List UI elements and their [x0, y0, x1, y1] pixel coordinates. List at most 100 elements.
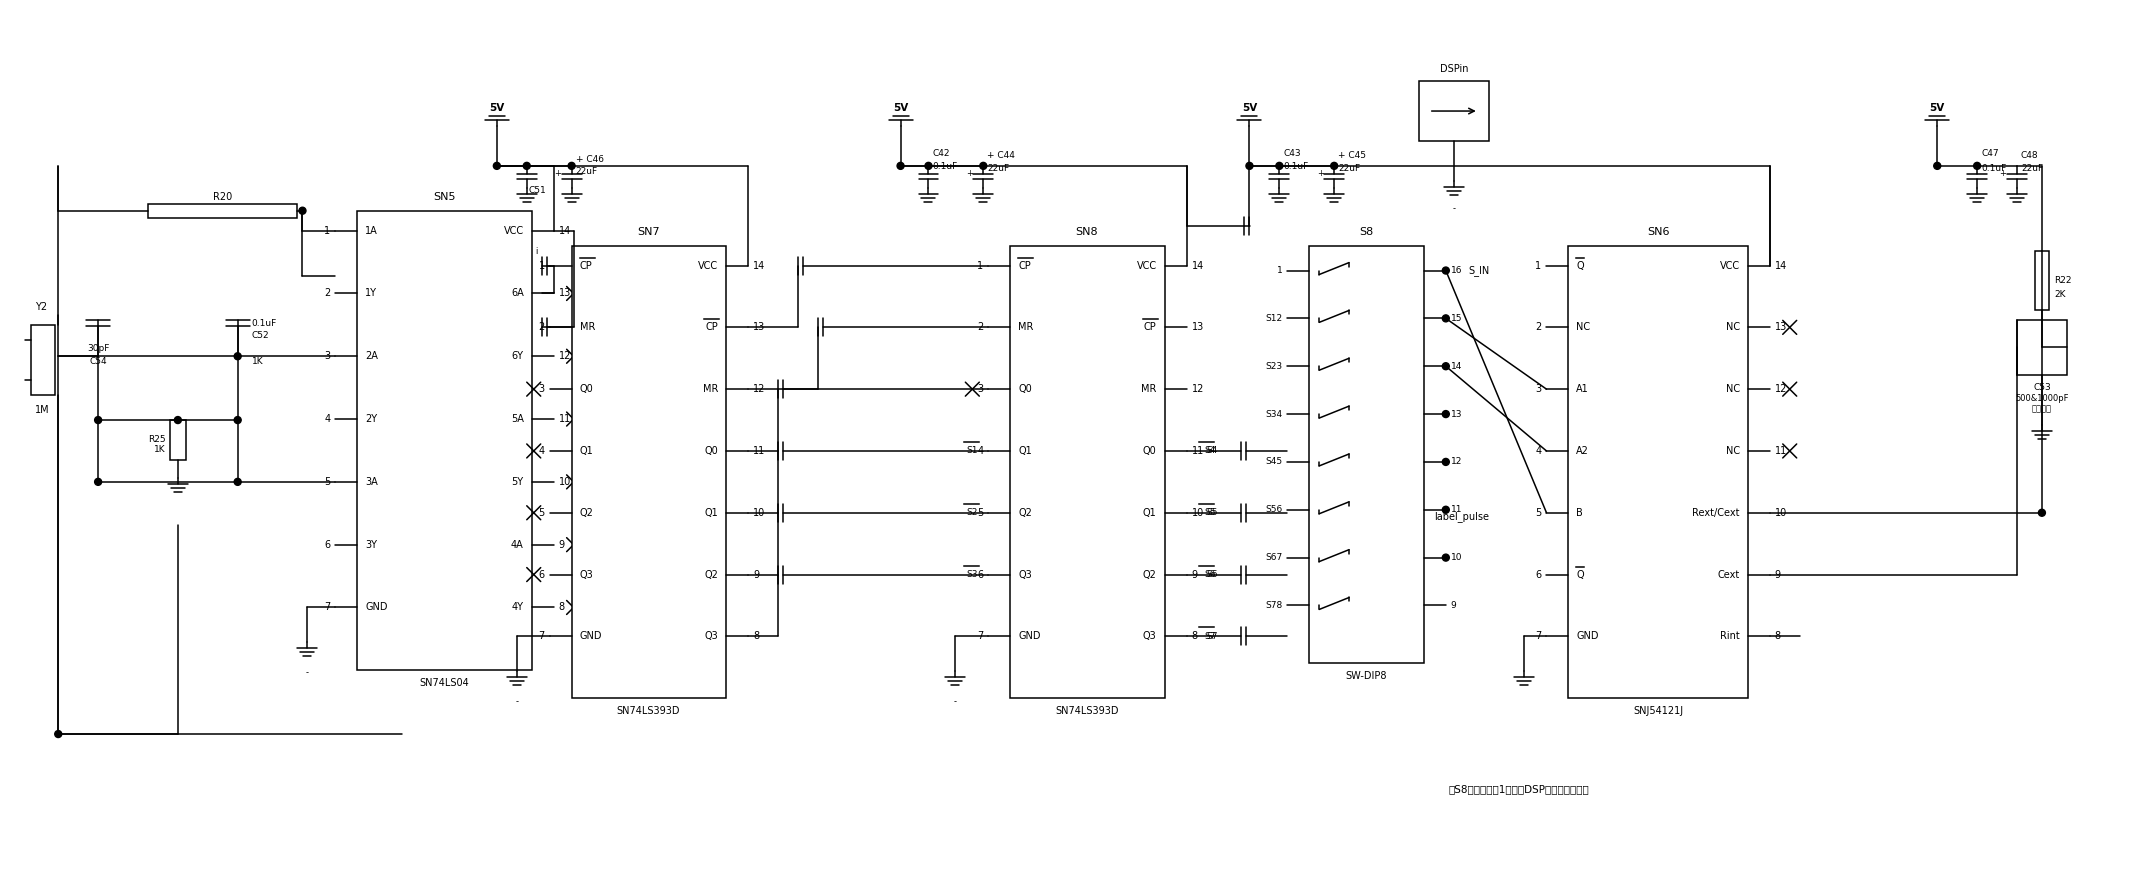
Circle shape — [1933, 162, 1941, 169]
Text: 22uF: 22uF — [576, 167, 598, 176]
Text: S6: S6 — [1204, 570, 1217, 579]
Text: 16: 16 — [1451, 266, 1462, 275]
Circle shape — [924, 162, 931, 169]
Text: 22uF: 22uF — [2021, 164, 2042, 174]
Text: 0.1uF: 0.1uF — [1284, 162, 1309, 172]
Text: S3: S3 — [968, 570, 978, 579]
Circle shape — [568, 162, 574, 169]
Text: MR: MR — [1142, 385, 1157, 394]
Text: -: - — [516, 697, 518, 705]
Text: S56: S56 — [1264, 505, 1281, 514]
Text: C51: C51 — [529, 187, 546, 195]
Text: C52: C52 — [252, 330, 269, 340]
Bar — [1419, 81, 1488, 141]
Text: 2: 2 — [538, 323, 544, 332]
Text: 11: 11 — [752, 446, 765, 456]
Circle shape — [54, 731, 62, 738]
Text: 6: 6 — [1535, 569, 1542, 580]
Text: 1Y: 1Y — [366, 289, 376, 298]
Text: 6: 6 — [538, 569, 544, 580]
Text: 5V: 5V — [490, 103, 505, 113]
Text: Q2: Q2 — [705, 569, 718, 580]
Text: 12: 12 — [1451, 458, 1462, 467]
Text: S67: S67 — [1264, 553, 1281, 562]
Text: 5A: 5A — [512, 414, 525, 424]
Bar — [1309, 246, 1423, 664]
Text: R25: R25 — [148, 435, 166, 445]
Text: S4: S4 — [1206, 446, 1217, 455]
Text: S1: S1 — [968, 446, 978, 455]
Text: S7: S7 — [1206, 632, 1219, 641]
Bar — [357, 211, 531, 671]
Text: 12: 12 — [559, 351, 572, 361]
Text: 9: 9 — [1774, 569, 1780, 580]
Text: S12: S12 — [1264, 314, 1281, 323]
Text: Q2: Q2 — [1019, 508, 1032, 518]
Text: 11: 11 — [1451, 505, 1462, 514]
Text: Q3: Q3 — [580, 569, 593, 580]
Text: 9: 9 — [752, 569, 759, 580]
Text: 1K: 1K — [252, 357, 262, 365]
Text: Q1: Q1 — [1019, 446, 1032, 456]
Text: SN8: SN8 — [1075, 227, 1099, 236]
Text: MR: MR — [703, 385, 718, 394]
Text: 9: 9 — [559, 540, 565, 549]
Text: 用S8中最边上的1路选择DSP的频率输出信号: 用S8中最边上的1路选择DSP的频率输出信号 — [1449, 784, 1589, 794]
Text: 1: 1 — [1535, 261, 1542, 270]
Text: Rint: Rint — [1720, 631, 1739, 642]
Text: 500&1000pF: 500&1000pF — [2015, 393, 2068, 403]
Text: +: + — [1316, 169, 1324, 179]
Text: Q0: Q0 — [1019, 385, 1032, 394]
Text: 8: 8 — [1774, 631, 1780, 642]
Text: Y2: Y2 — [34, 303, 47, 312]
Text: 6: 6 — [976, 569, 983, 580]
Text: 8: 8 — [559, 603, 565, 612]
Text: 4: 4 — [976, 446, 983, 456]
Circle shape — [2038, 509, 2045, 516]
Circle shape — [1275, 162, 1284, 169]
Text: S4: S4 — [1204, 446, 1217, 455]
Text: S45: S45 — [1264, 458, 1281, 467]
Circle shape — [897, 162, 903, 169]
Bar — [2017, 320, 2066, 375]
Text: 1: 1 — [1277, 266, 1281, 275]
Text: NC: NC — [1726, 446, 1739, 456]
Circle shape — [522, 162, 531, 169]
Circle shape — [1443, 363, 1449, 370]
Bar — [572, 246, 727, 698]
Text: 22uF: 22uF — [1337, 164, 1361, 174]
Text: 9: 9 — [1191, 569, 1198, 580]
Text: S78: S78 — [1264, 601, 1281, 610]
Text: 4A: 4A — [512, 540, 525, 549]
Circle shape — [174, 417, 181, 424]
Text: 3A: 3A — [366, 477, 378, 487]
Text: 22uF: 22uF — [987, 164, 1008, 174]
Text: Q1: Q1 — [1144, 508, 1157, 518]
Text: 0.1uF: 0.1uF — [1980, 164, 2006, 174]
Text: 3: 3 — [538, 385, 544, 394]
Text: 5: 5 — [1535, 508, 1542, 518]
Text: 7: 7 — [976, 631, 983, 642]
Text: 2Y: 2Y — [366, 414, 378, 424]
Text: VCC: VCC — [503, 226, 525, 235]
Text: 15: 15 — [1451, 314, 1462, 323]
Text: Q3: Q3 — [1019, 569, 1032, 580]
Circle shape — [234, 479, 241, 486]
Text: -: - — [955, 697, 957, 705]
Text: C48: C48 — [2021, 152, 2038, 160]
Text: Q: Q — [1576, 261, 1585, 270]
Text: 10: 10 — [1451, 553, 1462, 562]
Text: 10: 10 — [1774, 508, 1787, 518]
Text: Rext/Cext: Rext/Cext — [1692, 508, 1739, 518]
Text: 12: 12 — [752, 385, 765, 394]
Bar — [1567, 246, 1748, 698]
Text: 1: 1 — [325, 226, 331, 235]
Text: S6: S6 — [1206, 570, 1219, 579]
Text: 12: 12 — [1774, 385, 1787, 394]
Text: Q: Q — [1576, 569, 1585, 580]
Text: CP: CP — [1019, 261, 1032, 270]
Text: 3: 3 — [1535, 385, 1542, 394]
Text: 4: 4 — [538, 446, 544, 456]
Text: 8: 8 — [752, 631, 759, 642]
Text: 11: 11 — [1774, 446, 1787, 456]
